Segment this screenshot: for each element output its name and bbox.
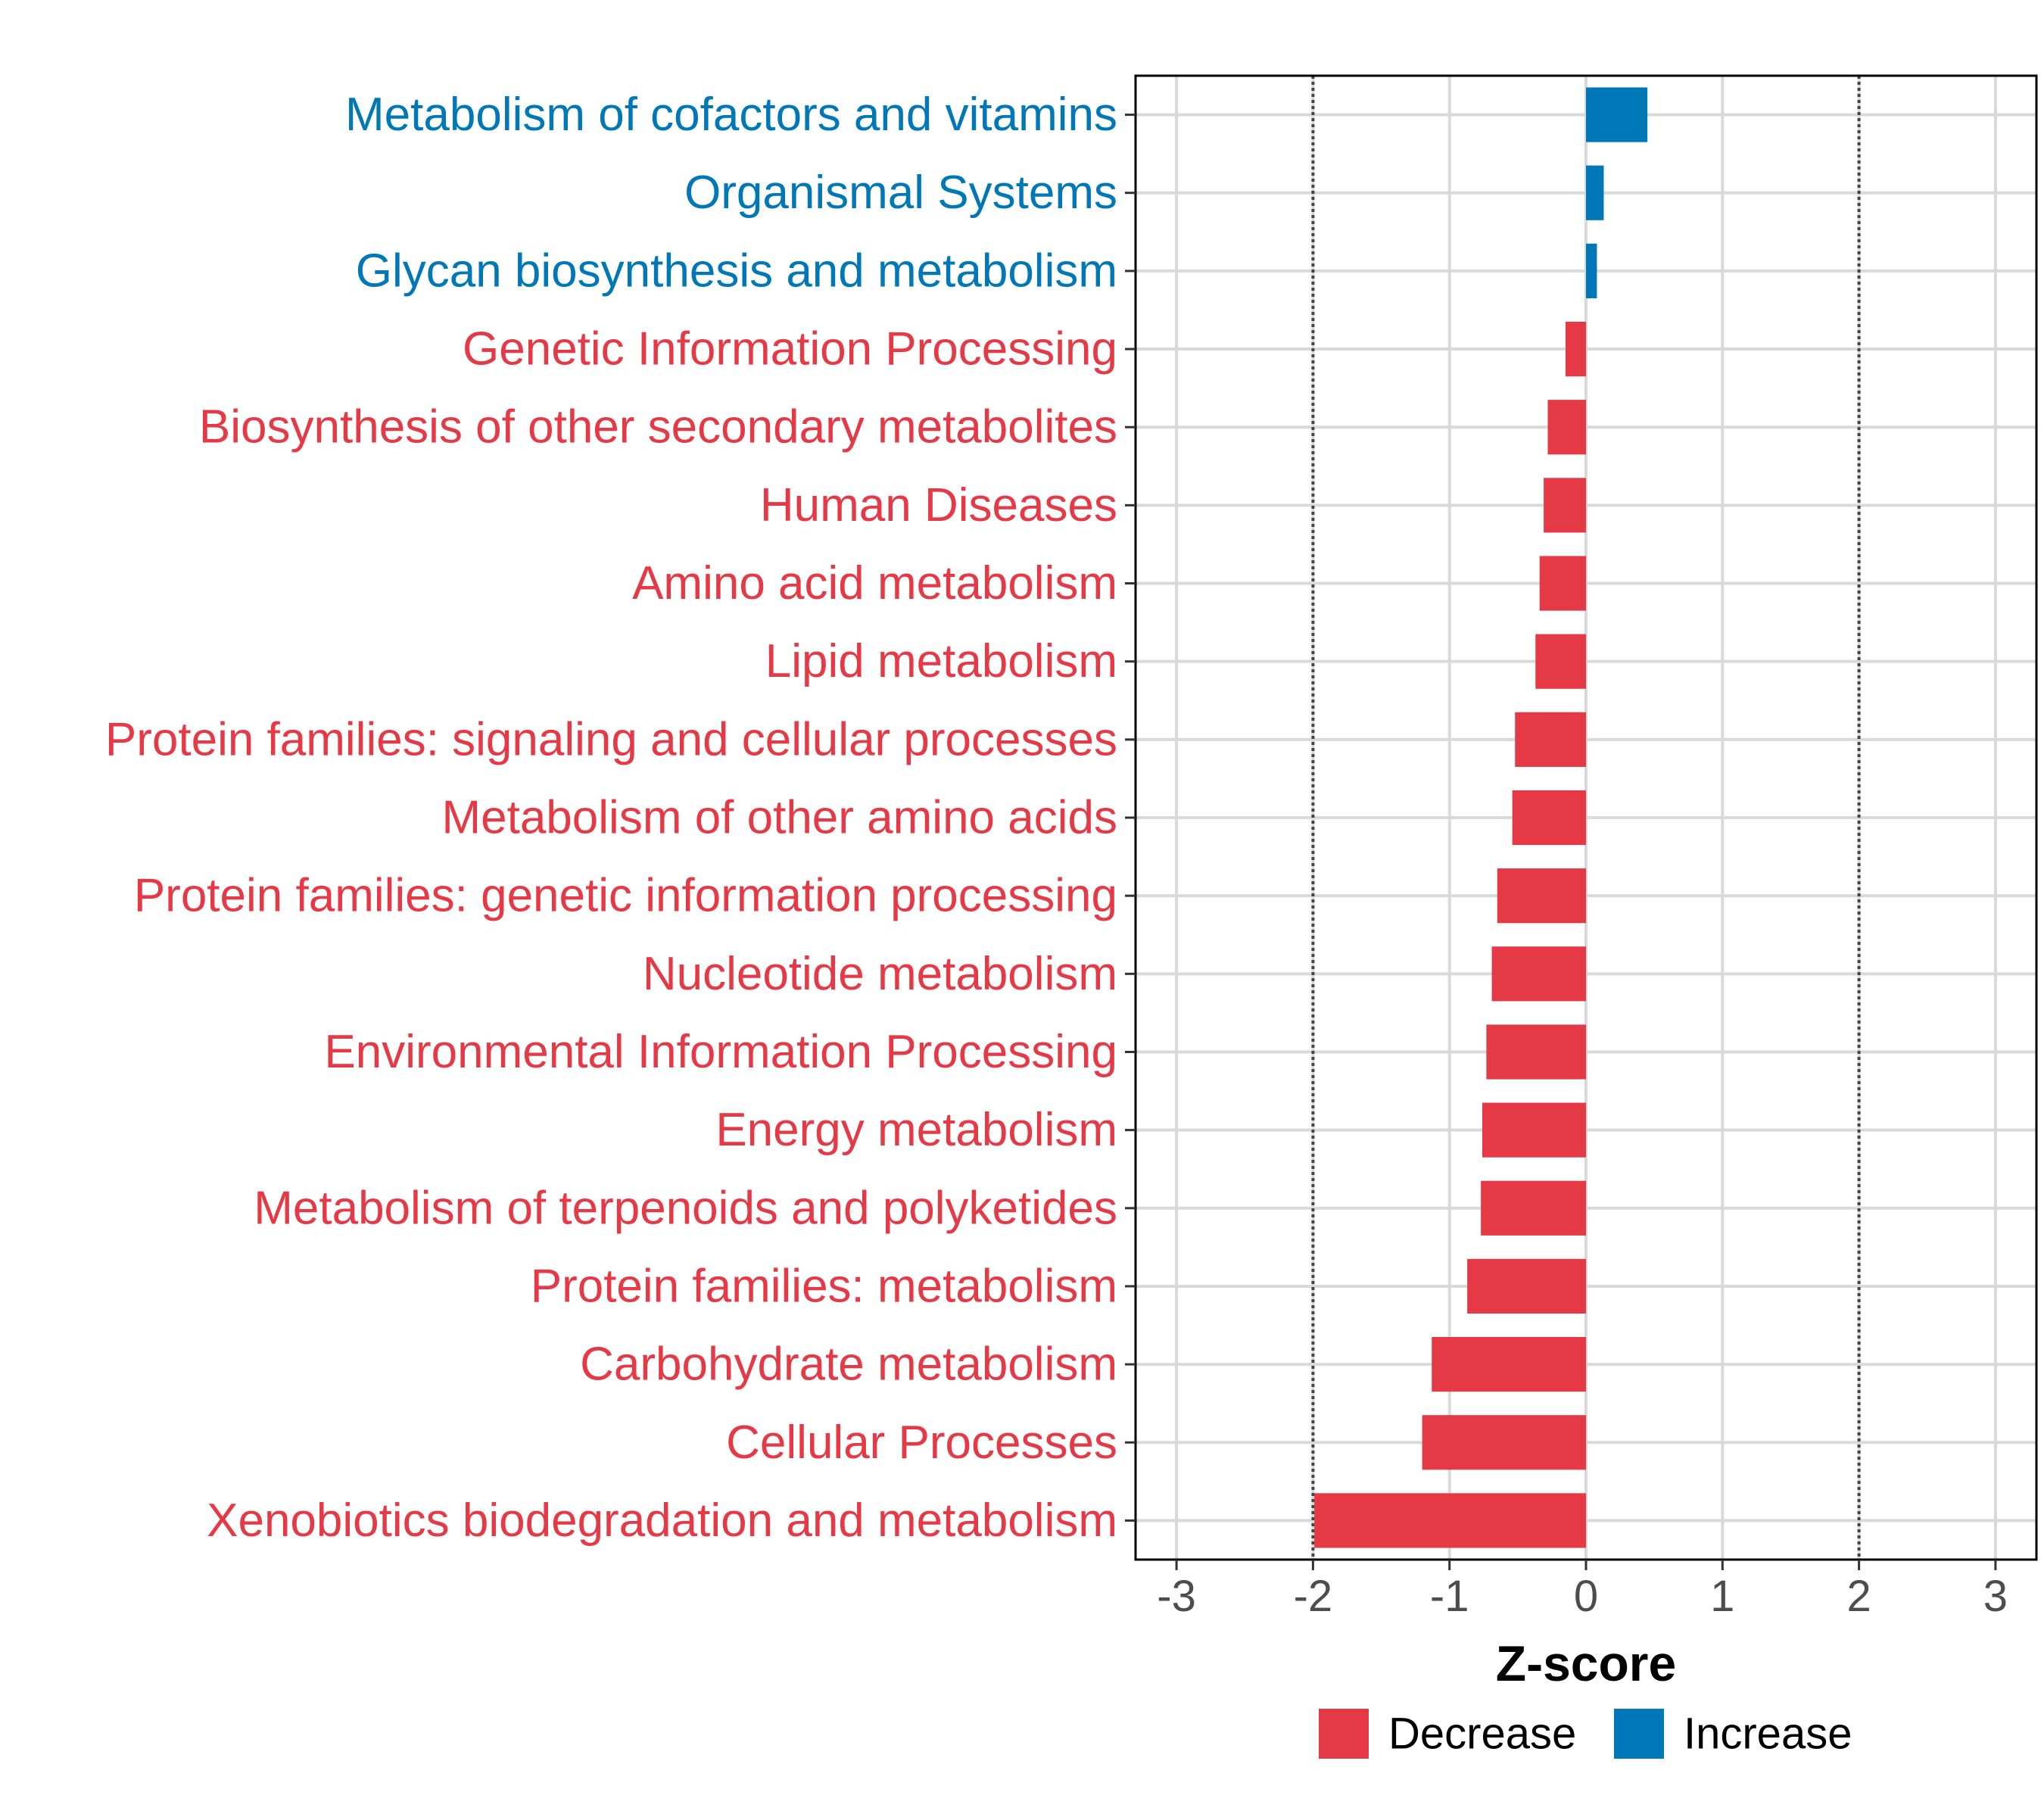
bar [1535,634,1586,689]
y-axis: Metabolism of cofactors and vitamins Orga… [105,89,1136,1547]
legend-swatch [1614,1709,1664,1759]
bar [1486,1024,1586,1080]
bar [1547,400,1586,455]
category-label: Xenobiotics biodegradation and metabolis… [207,1494,1117,1547]
category-label: Carbohydrate metabolism [580,1339,1117,1391]
x-tick-label: -2 [1294,1572,1333,1621]
x-tick-label: 3 [1983,1572,2008,1621]
category-label: Genetic Information Processing [463,323,1117,376]
category-label: Metabolism of other amino acids [441,792,1117,844]
bar [1481,1180,1586,1236]
bar [1515,712,1586,767]
bar [1467,1258,1586,1314]
legend-label: Decrease [1388,1709,1576,1759]
category-label: Environmental Information Processing [324,1026,1117,1078]
category-label: Glycan biosynthesis and metabolism [356,245,1117,297]
legend: Decrease Increase [1319,1709,1852,1759]
x-tick-label: 2 [1846,1572,1871,1621]
bar [1565,321,1586,377]
category-label: Amino acid metabolism [632,557,1117,609]
bar [1432,1337,1586,1392]
category-label: Human Diseases [760,479,1117,531]
bar [1482,1102,1586,1158]
bar [1586,243,1597,298]
bars [1314,87,1648,1548]
bar [1497,868,1586,924]
x-tick-label: 1 [1710,1572,1734,1621]
x-tick-label: 0 [1574,1572,1598,1621]
category-label: Cellular Processes [726,1417,1117,1469]
legend-swatch [1319,1709,1369,1759]
x-axis-title: Z-score [1496,1635,1676,1691]
bar [1314,1493,1586,1548]
bar [1586,87,1648,142]
category-label: Protein families: genetic information pr… [134,870,1117,922]
legend-label: Increase [1684,1709,1852,1759]
category-label: Energy metabolism [715,1104,1117,1156]
bar [1422,1415,1586,1470]
x-axis: -3 -2 -1 0 1 2 3 [1157,1560,2008,1621]
bar [1544,478,1586,533]
category-label: Organismal Systems [684,167,1117,219]
bar [1512,790,1586,846]
category-label: Protein families: metabolism [531,1260,1117,1312]
category-label: Lipid metabolism [765,635,1117,687]
reference-lines [1311,76,1861,1560]
x-tick-label: -1 [1430,1572,1469,1621]
category-label: Metabolism of terpenoids and polyketides [254,1182,1117,1234]
bar [1586,165,1604,220]
category-label: Protein families: signaling and cellular… [105,713,1117,765]
category-label: Metabolism of cofactors and vitamins [345,89,1117,141]
bar [1539,556,1586,611]
x-tick-label: -3 [1157,1572,1196,1621]
category-label: Nucleotide metabolism [643,948,1117,1000]
bar [1491,946,1586,1002]
category-label: Biosynthesis of other secondary metaboli… [199,401,1117,453]
